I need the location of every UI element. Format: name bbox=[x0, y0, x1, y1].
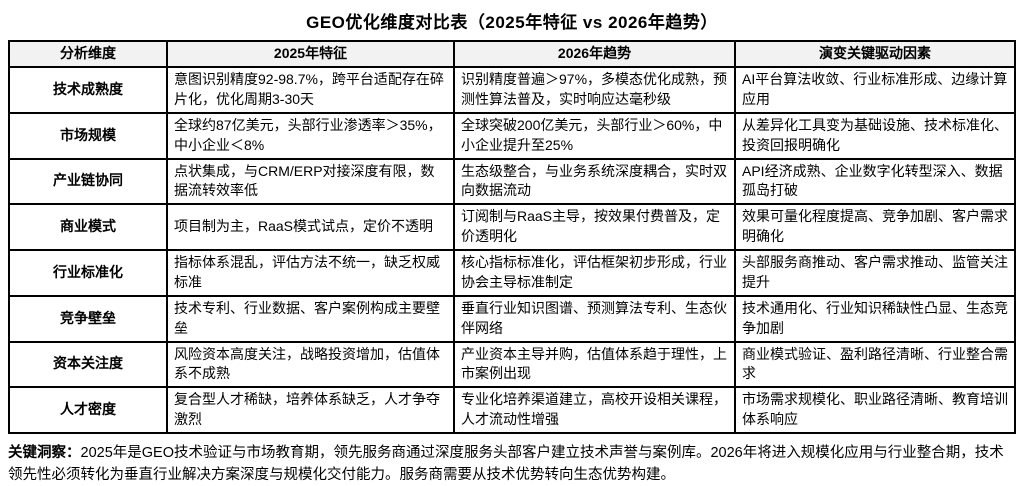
key-insight: 关键洞察：2025年是GEO技术验证与市场教育期，领先服务商通过深度服务头部客户… bbox=[8, 443, 1016, 486]
row-dimension: 商业模式 bbox=[8, 203, 168, 251]
cell-2025: 全球约87亿美元，头部行业渗透率＞35%，中小企业＜8% bbox=[166, 111, 455, 160]
cell-2025: 点状集成，与CRM/ERP对接深度有限，数据流转效率低 bbox=[166, 157, 455, 206]
row-dimension: 资本关注度 bbox=[8, 340, 168, 389]
row-dimension: 行业标准化 bbox=[8, 249, 168, 297]
cell-2026: 垂直行业知识图谱、预测算法专利、生态伙伴网络 bbox=[453, 294, 736, 343]
table-header-row: 分析维度 2025年特征 2026年趋势 演变关键驱动因素 bbox=[8, 40, 1016, 68]
cell-2026: 识别精度普遍＞97%，多模态优化成熟，预测性算法普及，实时响应达毫秒级 bbox=[453, 66, 736, 114]
header-2025: 2025年特征 bbox=[166, 40, 455, 68]
cell-2026: 专业化培养渠道建立，高校开设相关课程，人才流动性增强 bbox=[453, 386, 736, 434]
table-row: 技术成熟度 意图识别精度92-98.7%，跨平台适配存在碎片化，优化周期3-30… bbox=[8, 66, 1016, 114]
row-dimension: 市场规模 bbox=[8, 111, 168, 160]
cell-2026: 生态级整合，与业务系统深度耦合，实时双向数据流动 bbox=[453, 157, 736, 206]
cell-drivers: AI平台算法收敛、行业标准形成、边缘计算应用 bbox=[734, 66, 1016, 114]
cell-2025: 意图识别精度92-98.7%，跨平台适配存在碎片化，优化周期3-30天 bbox=[166, 66, 455, 114]
cell-drivers: 头部服务商推动、客户需求推动、监管关注提升 bbox=[734, 249, 1016, 297]
table-body: 技术成熟度 意图识别精度92-98.7%，跨平台适配存在碎片化，优化周期3-30… bbox=[8, 66, 1016, 434]
cell-2025: 复合型人才稀缺，培养体系缺乏，人才争夺激烈 bbox=[166, 386, 455, 434]
table-row: 商业模式 项目制为主，RaaS模式试点，定价不透明 订阅制与RaaS主导，按效果… bbox=[8, 203, 1016, 251]
cell-2025: 指标体系混乱，评估方法不统一，缺乏权威标准 bbox=[166, 249, 455, 297]
table-row: 产业链协同 点状集成，与CRM/ERP对接深度有限，数据流转效率低 生态级整合，… bbox=[8, 157, 1016, 206]
row-dimension: 人才密度 bbox=[8, 386, 168, 434]
cell-2025: 风险资本高度关注，战略投资增加，估值体系不成熟 bbox=[166, 340, 455, 389]
cell-2026: 核心指标标准化，评估框架初步形成，行业协会主导标准制定 bbox=[453, 249, 736, 297]
cell-2025: 项目制为主，RaaS模式试点，定价不透明 bbox=[166, 203, 455, 251]
cell-drivers: 技术通用化、行业知识稀缺性凸显、生态竞争加剧 bbox=[734, 294, 1016, 343]
table-row: 市场规模 全球约87亿美元，头部行业渗透率＞35%，中小企业＜8% 全球突破20… bbox=[8, 111, 1016, 160]
header-2026: 2026年趋势 bbox=[453, 40, 736, 68]
table-row: 行业标准化 指标体系混乱，评估方法不统一，缺乏权威标准 核心指标标准化，评估框架… bbox=[8, 249, 1016, 297]
key-insight-text: 2025年是GEO技术验证与市场教育期，领先服务商通过深度服务头部客户建立技术声… bbox=[8, 445, 1004, 483]
row-dimension: 竞争壁垒 bbox=[8, 294, 168, 343]
row-dimension: 产业链协同 bbox=[8, 157, 168, 206]
cell-drivers: 商业模式验证、盈利路径清晰、行业整合需求 bbox=[734, 340, 1016, 389]
key-insight-label: 关键洞察： bbox=[8, 445, 81, 461]
table-row: 人才密度 复合型人才稀缺，培养体系缺乏，人才争夺激烈 专业化培养渠道建立，高校开… bbox=[8, 386, 1016, 434]
cell-2026: 全球突破200亿美元，头部行业＞60%，中小企业提升至25% bbox=[453, 111, 736, 160]
cell-2026: 产业资本主导并购，估值体系趋于理性，上市案例出现 bbox=[453, 340, 736, 389]
cell-drivers: 从差异化工具变为基础设施、技术标准化、投资回报明确化 bbox=[734, 111, 1016, 160]
header-dimension: 分析维度 bbox=[8, 40, 168, 68]
row-dimension: 技术成熟度 bbox=[8, 66, 168, 114]
cell-drivers: API经济成熟、企业数字化转型深入、数据孤岛打破 bbox=[734, 157, 1016, 206]
cell-2025: 技术专利、行业数据、客户案例构成主要壁垒 bbox=[166, 294, 455, 343]
table-row: 竞争壁垒 技术专利、行业数据、客户案例构成主要壁垒 垂直行业知识图谱、预测算法专… bbox=[8, 294, 1016, 343]
cell-drivers: 效果可量化程度提高、竞争加剧、客户需求明确化 bbox=[734, 203, 1016, 251]
table-row: 资本关注度 风险资本高度关注，战略投资增加，估值体系不成熟 产业资本主导并购，估… bbox=[8, 340, 1016, 389]
header-drivers: 演变关键驱动因素 bbox=[734, 40, 1016, 68]
page-title: GEO优化维度对比表（2025年特征 vs 2026年趋势） bbox=[306, 13, 718, 32]
comparison-table: 分析维度 2025年特征 2026年趋势 演变关键驱动因素 技术成熟度 意图识别… bbox=[8, 40, 1016, 434]
cell-2026: 订阅制与RaaS主导，按效果付费普及，定价透明化 bbox=[453, 203, 736, 251]
cell-drivers: 市场需求规模化、职业路径清晰、教育培训体系响应 bbox=[734, 386, 1016, 434]
